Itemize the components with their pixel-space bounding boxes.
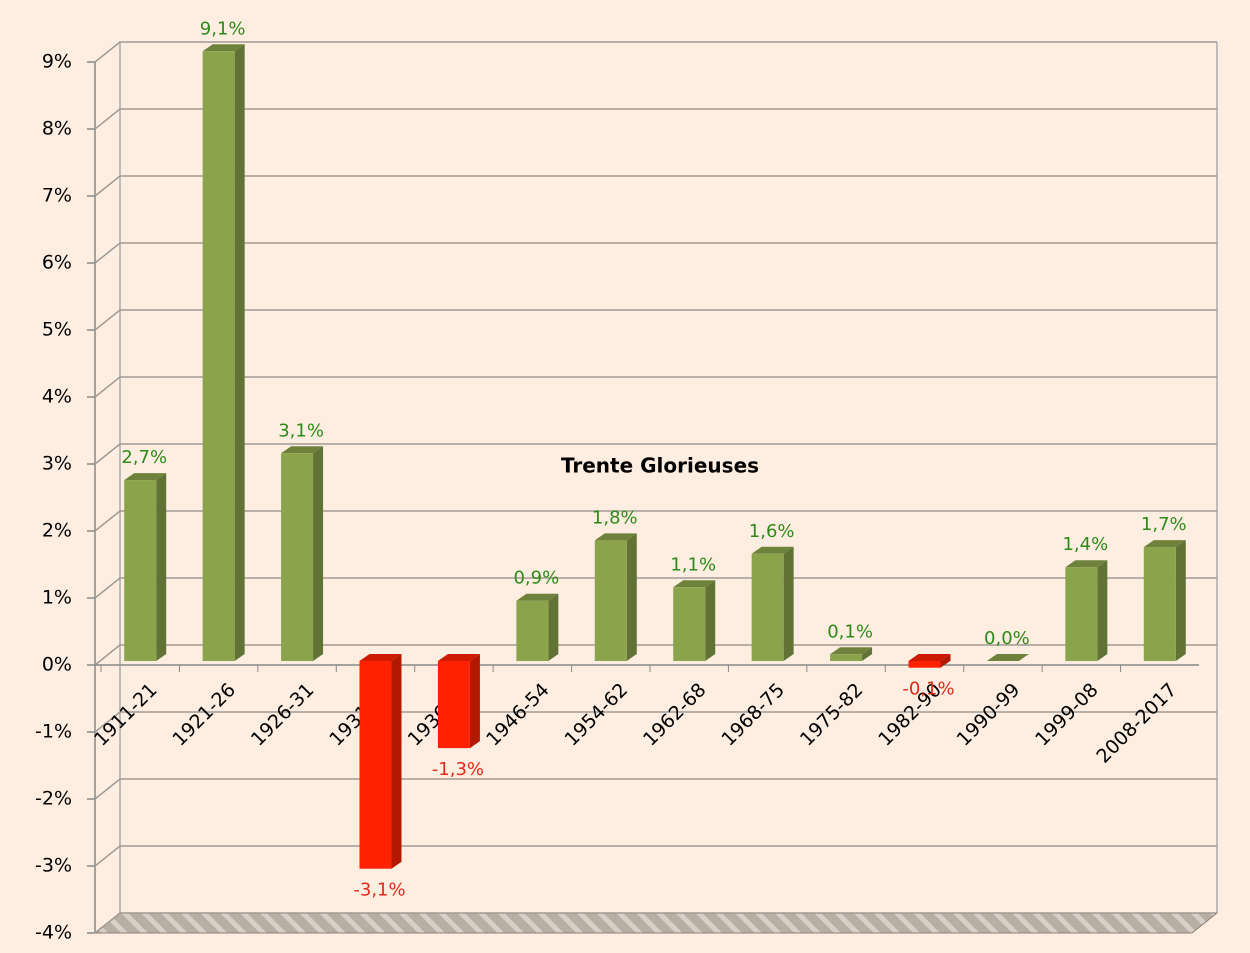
bar-top [359,654,402,661]
grid-line [94,108,1217,130]
grid-line [94,376,1217,398]
bar-top [437,654,480,661]
bar [281,453,314,661]
grid-line [94,845,1217,867]
bar-top [908,654,951,661]
value-label: 9,1% [200,18,246,39]
bar [124,480,157,661]
bar [437,661,470,749]
value-label: 3,1% [278,420,324,441]
bar-side [548,593,559,661]
value-label: -3,1% [353,880,405,901]
bar [908,661,941,668]
value-label: -1,3% [432,759,484,780]
y-tick-label: -1% [35,721,72,743]
bar [359,661,392,869]
y-tick-label: 1% [42,587,72,609]
grid-line [94,912,1217,934]
bar [1143,547,1176,661]
y-tick-label: 3% [42,453,72,475]
bar-side [862,647,873,661]
y-tick-label: 0% [42,654,72,676]
bar-side [705,580,716,661]
bar [1065,567,1098,661]
y-tick-label: 7% [42,185,72,207]
bar-top [202,44,245,52]
value-label: 1,4% [1062,534,1108,555]
grid-line [94,242,1217,264]
grid-line [94,41,1217,63]
bar-side [1175,540,1186,661]
bar-side [156,473,167,661]
y-tick-label: 4% [42,386,72,408]
bar-side [783,546,794,661]
grid-line [94,309,1217,331]
y-tick-label: 6% [42,252,72,274]
bar-side [940,654,951,668]
bar-side [469,654,480,749]
bar-top [986,654,1029,661]
y-tick-label: -4% [35,922,72,944]
grid-line [94,577,1217,599]
bar-side [391,654,402,869]
grid-line [94,644,1217,666]
value-label: 0,0% [984,628,1030,649]
value-label: 1,1% [670,554,716,575]
y-tick-label: -2% [35,788,72,810]
bar-top [751,546,794,554]
bar-top [673,580,716,588]
bar [751,553,784,661]
bar [202,51,235,662]
bar-top [1065,560,1108,568]
bar [516,600,549,661]
y-tick-label: 9% [42,51,72,73]
value-label: 1,7% [1141,514,1187,535]
bar-top [281,446,324,454]
floor [93,912,1219,934]
value-label: 0,9% [513,568,559,589]
grid-line [94,510,1217,532]
bar [673,587,706,661]
value-label: 0,1% [827,621,873,642]
y-tick-label: -3% [35,855,72,877]
bar-top [1143,540,1186,548]
value-label: -0,1% [902,679,954,700]
bar [594,540,627,661]
bar-side [234,44,245,662]
bar-top [124,473,167,481]
y-tick-label: 8% [42,118,72,140]
bar-top [516,593,559,601]
bar-side [1097,560,1108,661]
value-label: 1,8% [592,507,638,528]
value-label: 2,7% [121,447,167,468]
bar-side [313,446,324,661]
grid-line [94,175,1217,197]
grid-line [94,778,1217,800]
bar-side [626,533,637,661]
bar-top [830,647,873,655]
grid-line [94,711,1217,733]
value-label: 1,6% [749,521,795,542]
y-tick-label: 2% [42,520,72,542]
grid-line [94,443,1217,465]
y-tick-label: 5% [42,319,72,341]
bar [830,654,863,661]
annotation: Trente Glorieuses [561,454,759,478]
bar-top [594,533,637,541]
